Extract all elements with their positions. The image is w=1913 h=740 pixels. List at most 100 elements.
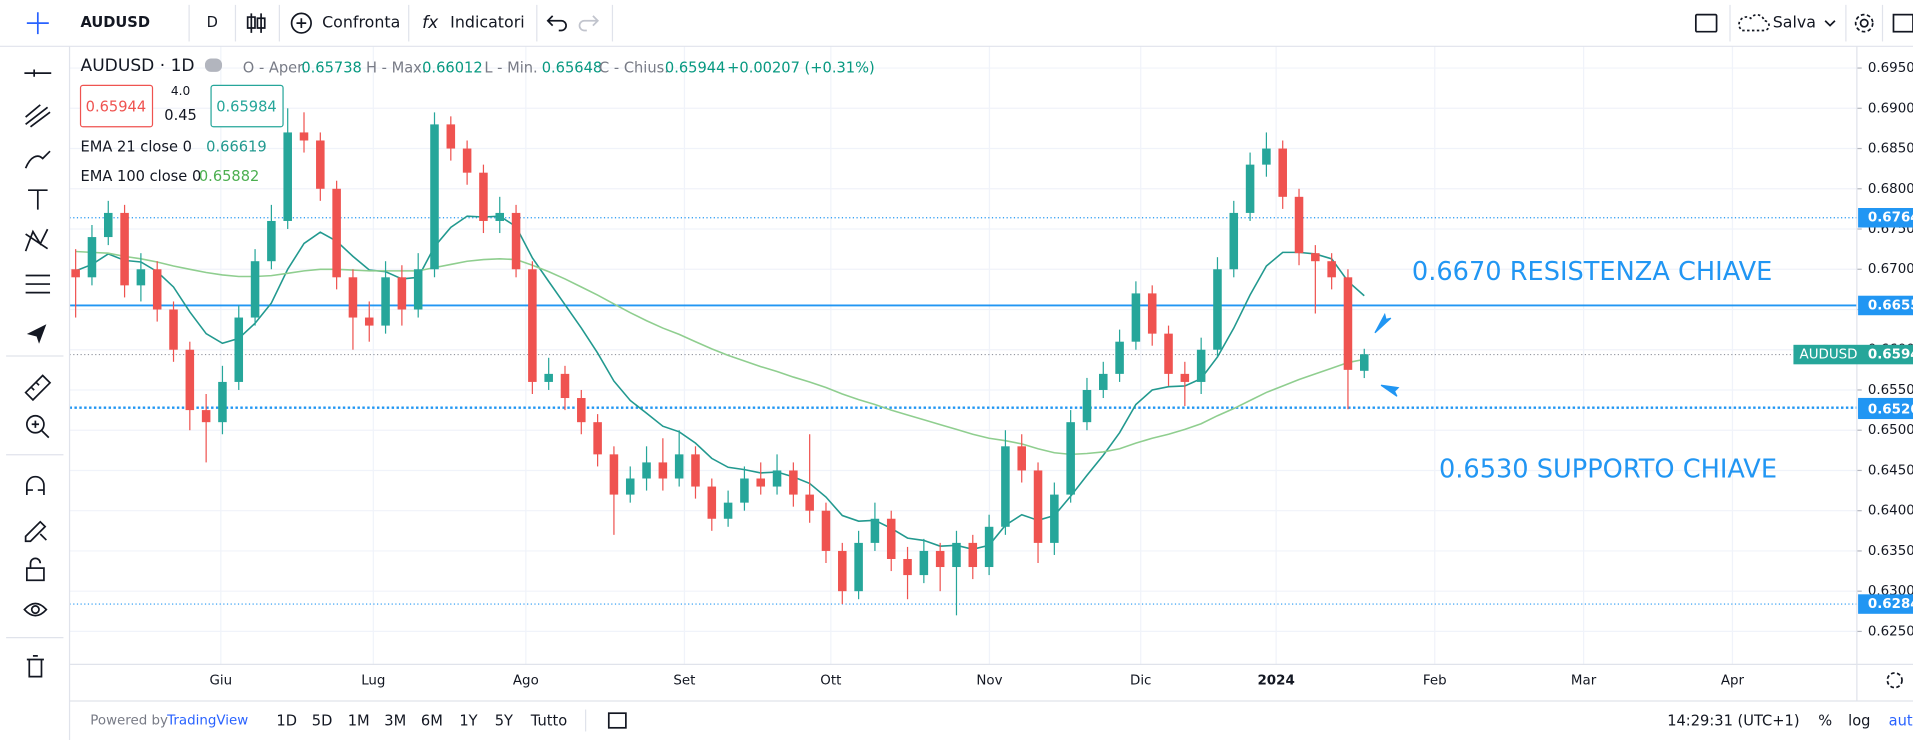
- candle-body: [267, 220, 276, 262]
- percent[interactable]: %: [1818, 713, 1832, 730]
- interval[interactable]: D: [207, 14, 218, 31]
- brand[interactable]: TradingView: [166, 713, 248, 728]
- y-tick-label: 0.6450: [1868, 463, 1913, 478]
- candle-body: [71, 269, 80, 278]
- range-button[interactable]: 1M: [348, 713, 370, 730]
- compare[interactable]: Confronta: [322, 13, 400, 32]
- candle-body: [658, 462, 668, 479]
- candle-body: [642, 462, 651, 479]
- lock-tool[interactable]: [25, 567, 45, 582]
- x-tick-label: Nov: [976, 673, 1002, 688]
- layout-icon[interactable]: [1694, 13, 1718, 33]
- o-label: O - Aper.: [243, 59, 307, 76]
- chart-type-icon[interactable]: [246, 13, 266, 33]
- ema21-value: 0.66619: [206, 139, 267, 156]
- bid[interactable]: 0.65944: [86, 98, 147, 115]
- date-range-icon[interactable]: [607, 712, 627, 729]
- candle-body: [1196, 349, 1206, 382]
- x-tick-label: Apr: [1721, 673, 1745, 688]
- candle-body: [169, 309, 178, 350]
- log[interactable]: log: [1848, 713, 1870, 730]
- candle-body: [1327, 261, 1336, 278]
- fx-icon[interactable]: fx: [422, 13, 439, 33]
- fib-tool[interactable]: [25, 274, 51, 294]
- snapshot-icon[interactable]: [1892, 13, 1913, 33]
- candle-body: [397, 277, 407, 310]
- undo[interactable]: [546, 15, 567, 32]
- candle-body: [103, 212, 113, 238]
- ruler-tool[interactable]: [24, 374, 52, 402]
- buy-box[interactable]: [210, 84, 284, 128]
- ask[interactable]: 0.65984: [216, 98, 277, 115]
- candle-body: [1082, 389, 1092, 423]
- crosshair-icon[interactable]: [26, 12, 49, 35]
- candle-body: [283, 132, 292, 221]
- candle-body: [332, 188, 341, 278]
- candle-body: [1164, 333, 1173, 374]
- lock-tool: [29, 557, 42, 569]
- range-button[interactable]: 6M: [421, 713, 443, 730]
- brush-tool[interactable]: [24, 150, 51, 169]
- candle-body: [1245, 164, 1255, 213]
- delete-tool[interactable]: [26, 655, 44, 678]
- candle-body: [120, 212, 129, 286]
- candle-body: [1229, 212, 1239, 270]
- candle-body: [1001, 446, 1010, 527]
- save-menu[interactable]: [1824, 20, 1836, 27]
- text-tool[interactable]: [28, 189, 48, 210]
- settings-icon[interactable]: [1854, 13, 1874, 33]
- hide-tool[interactable]: [23, 602, 48, 617]
- candle-body: [136, 269, 146, 286]
- candle-body: [430, 124, 439, 270]
- candle-body: [952, 542, 961, 568]
- candle-body: [1099, 373, 1108, 390]
- ema-line: [75, 215, 1365, 551]
- cursor-tool[interactable]: [26, 324, 47, 344]
- candle-body: [462, 148, 472, 173]
- candle-body: [544, 373, 553, 382]
- candle-body: [446, 124, 456, 149]
- range-button[interactable]: 3M: [384, 713, 406, 730]
- range-button[interactable]: Tutto: [530, 713, 567, 730]
- clock[interactable]: 14:29:31 (UTC+1): [1667, 713, 1799, 730]
- x-tick-label: Giu: [210, 673, 233, 688]
- candle-body: [1343, 277, 1353, 370]
- auto[interactable]: aut: [1889, 713, 1913, 730]
- l-label: L - Min.: [484, 59, 537, 76]
- zoom-tool[interactable]: [25, 414, 45, 434]
- redo[interactable]: [578, 15, 600, 32]
- save[interactable]: Salva: [1773, 13, 1816, 32]
- indicators[interactable]: Indicatori: [450, 13, 524, 32]
- candle-body: [723, 502, 733, 519]
- line-tool[interactable]: [24, 69, 52, 77]
- sell-box[interactable]: [79, 84, 154, 128]
- candle-body: [316, 140, 325, 189]
- settings-icon: [1859, 18, 1869, 28]
- axis-settings[interactable]: [1886, 672, 1903, 689]
- range-button[interactable]: 5D: [312, 713, 333, 730]
- candle-body: [1147, 293, 1157, 334]
- top-toolbar: AUDUSD D Confronta fx Indicatori Salva: [26, 4, 1913, 42]
- zoom-tool: [31, 420, 50, 439]
- candle-body: [560, 373, 570, 399]
- trend-tool[interactable]: [25, 104, 51, 128]
- candle-body: [1017, 446, 1026, 471]
- candle-body: [625, 478, 635, 495]
- symbol[interactable]: AUDUSD: [81, 14, 150, 31]
- candle-body: [528, 269, 537, 382]
- range-button[interactable]: 1D: [276, 713, 297, 730]
- range-button[interactable]: 5Y: [495, 713, 513, 730]
- candle-body: [299, 132, 309, 141]
- y-tick-label: 0.6800: [1868, 182, 1913, 197]
- lock-draw-tool[interactable]: [24, 520, 47, 543]
- candle-body: [201, 410, 211, 423]
- legend-toggle[interactable]: [204, 58, 223, 72]
- last-price-tag: [1793, 344, 1913, 365]
- magnet-tool[interactable]: [25, 475, 45, 495]
- pattern-tool[interactable]: [24, 228, 49, 252]
- l-value: 0.65648: [542, 59, 603, 76]
- compare-icon[interactable]: [290, 12, 312, 34]
- range-button[interactable]: 1Y: [459, 713, 477, 730]
- candle-body: [772, 470, 782, 487]
